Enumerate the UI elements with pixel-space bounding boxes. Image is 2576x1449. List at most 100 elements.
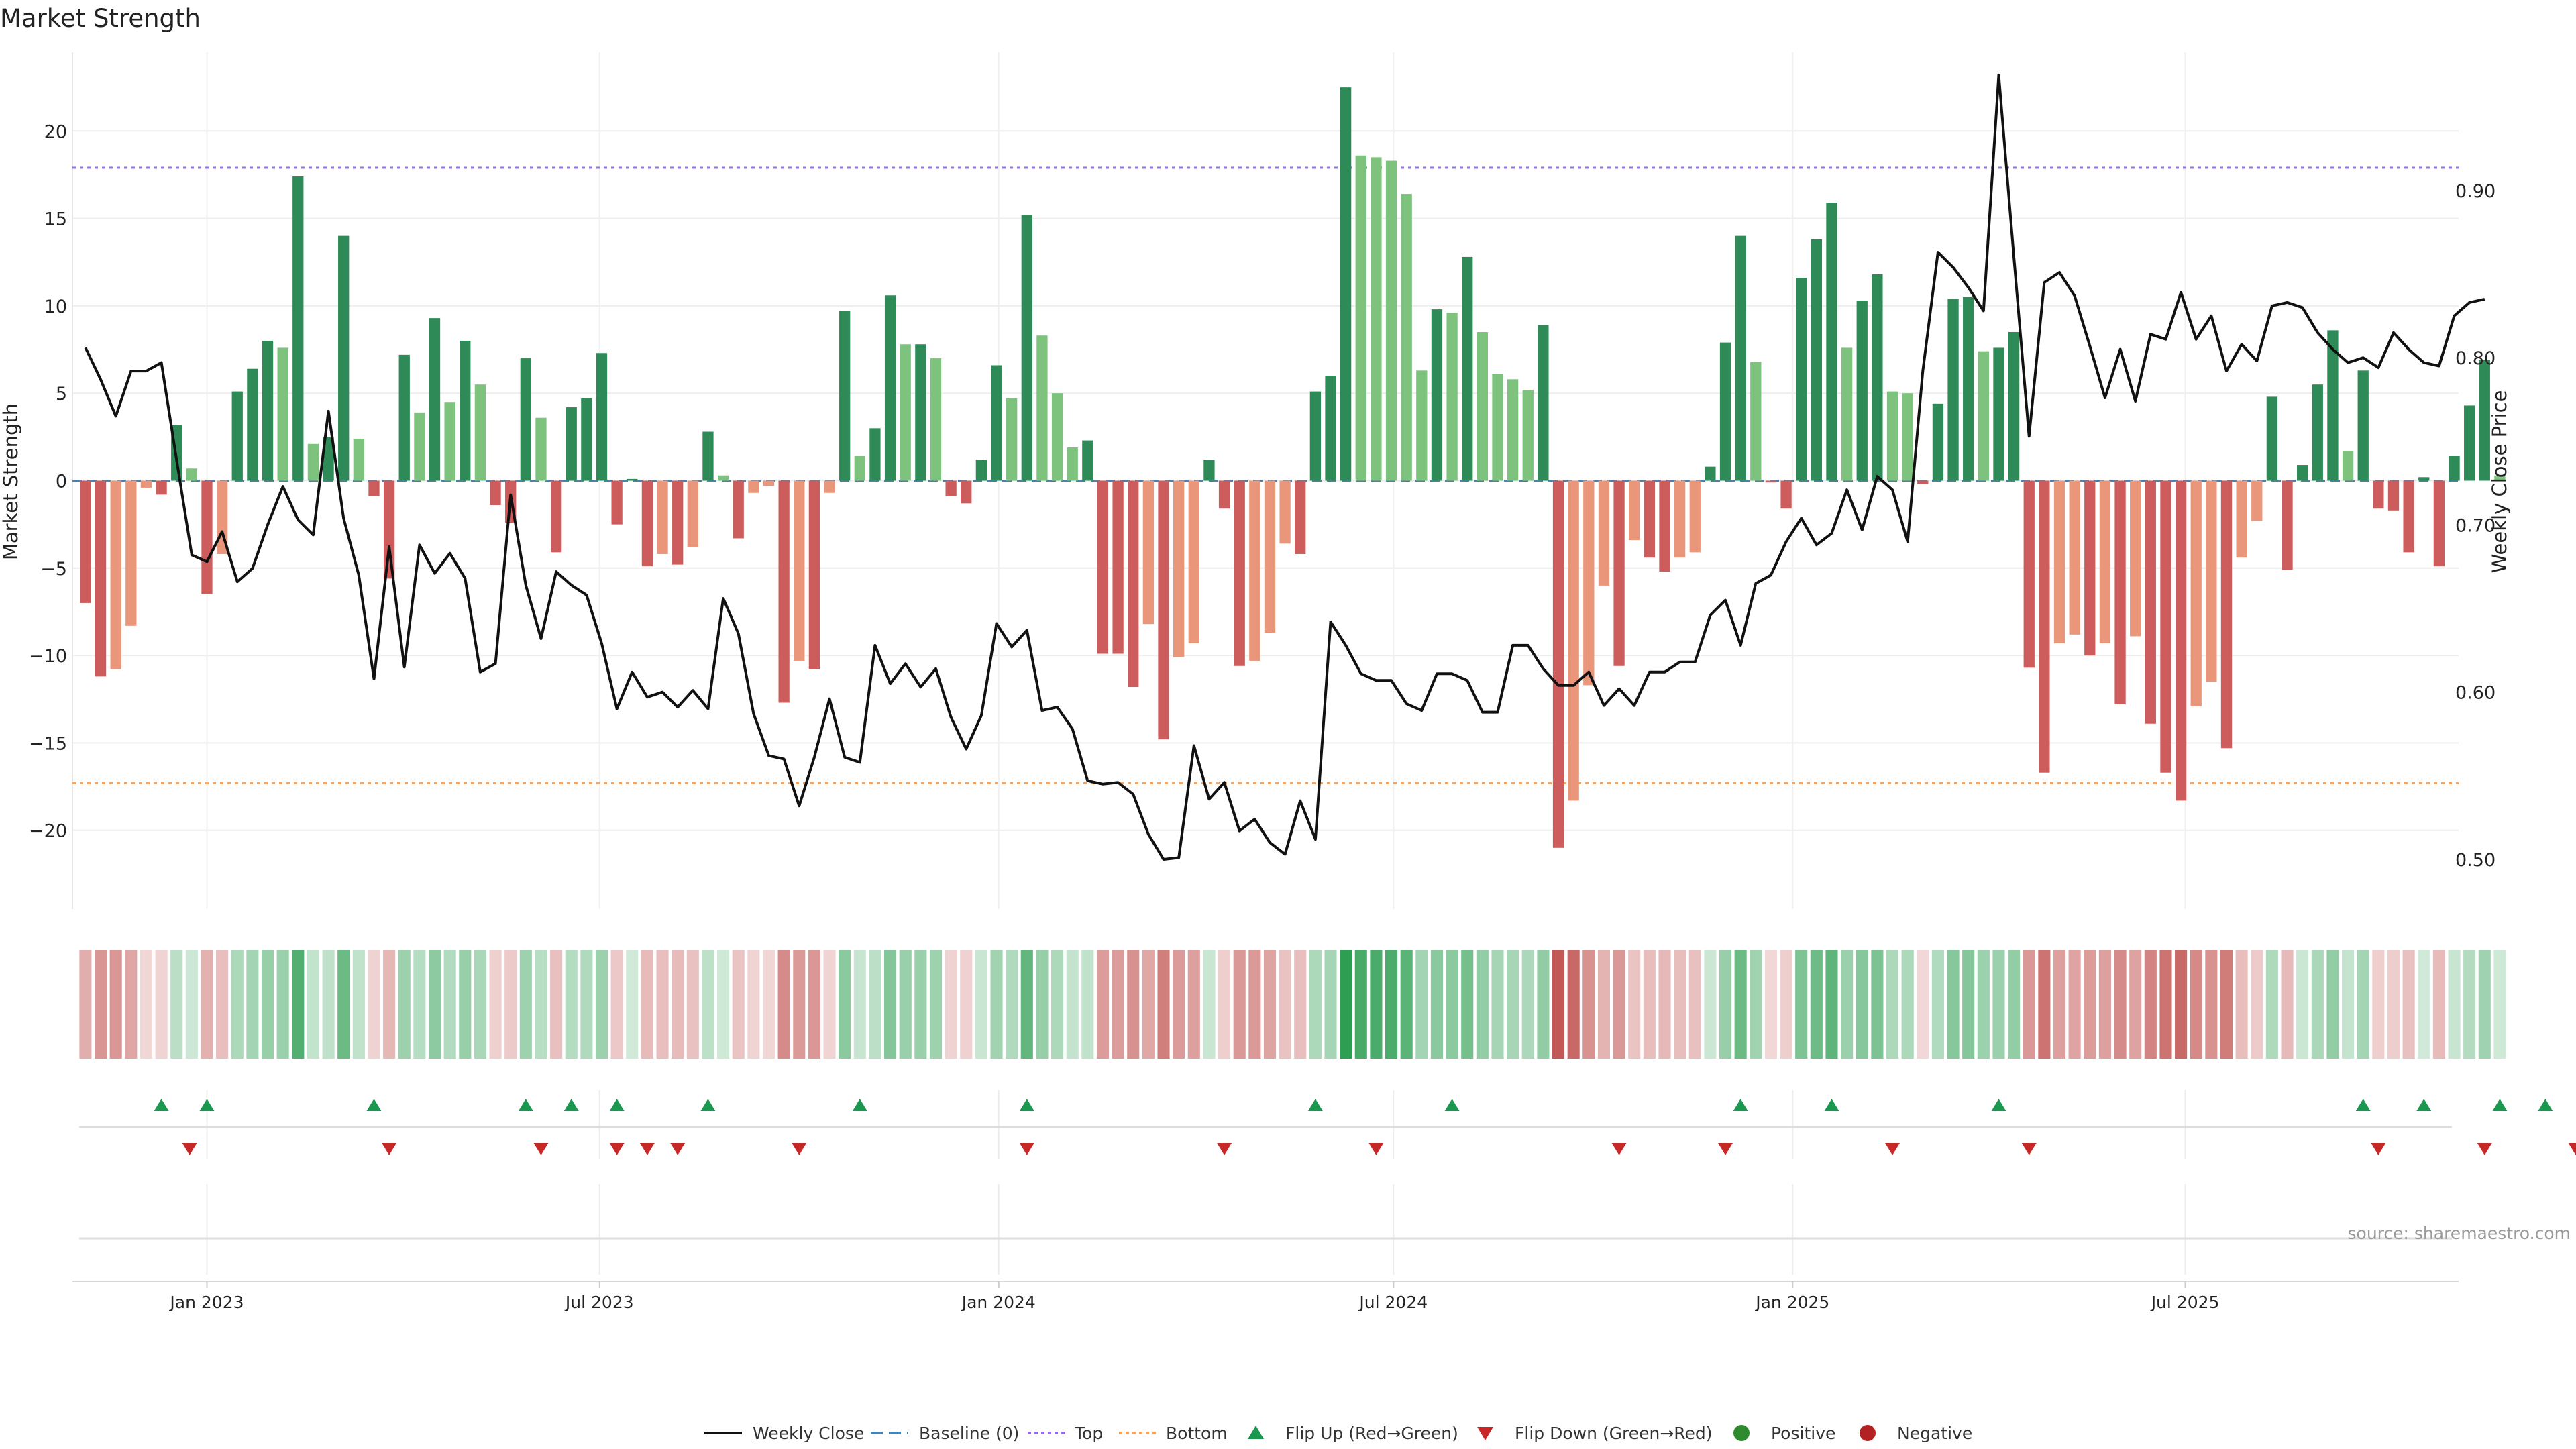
heat-cell xyxy=(2296,950,2309,1059)
strength-bar xyxy=(1279,480,1291,544)
heat-cell xyxy=(140,950,152,1059)
heat-cell xyxy=(839,950,851,1059)
strength-bar xyxy=(1613,480,1625,666)
strength-bar xyxy=(2220,480,2233,749)
strength-bar xyxy=(641,480,653,567)
strength-bar xyxy=(1932,403,1944,481)
heat-cell xyxy=(1309,950,1322,1059)
heat-cell xyxy=(1476,950,1489,1059)
heat-cell xyxy=(1947,950,1960,1059)
heat-cell xyxy=(2463,950,2476,1059)
flip-down-marker xyxy=(1611,1143,1627,1155)
strength-bar xyxy=(1644,480,1656,558)
flip-up-marker xyxy=(2492,1099,2508,1111)
heat-cell xyxy=(1810,950,1823,1059)
flip-up-marker xyxy=(199,1099,215,1111)
heat-cell xyxy=(79,950,92,1059)
heat-cell xyxy=(2448,950,2461,1059)
strength-bar xyxy=(338,235,350,481)
strength-bar xyxy=(1689,480,1701,553)
heat-cell xyxy=(1324,950,1337,1059)
heat-cell xyxy=(1658,950,1671,1059)
heat-cell xyxy=(2159,950,2172,1059)
heat-cell xyxy=(1977,950,1990,1059)
strength-bar xyxy=(1234,480,1245,666)
strength-bar xyxy=(1811,239,1822,481)
heat-cell xyxy=(1521,950,1534,1059)
heat-cell xyxy=(2357,950,2369,1059)
strength-bar xyxy=(1872,274,1883,481)
y-tick-label: 10 xyxy=(44,297,67,317)
heat-cell xyxy=(413,950,426,1059)
heat-cell xyxy=(1430,950,1444,1059)
strength-bar xyxy=(596,353,608,481)
strength-bar xyxy=(1735,235,1746,481)
strength-bar xyxy=(2327,330,2339,481)
strength-bar xyxy=(869,428,881,481)
flip-down-marker xyxy=(2371,1143,2386,1155)
strength-bar xyxy=(2312,384,2323,481)
heat-cell xyxy=(686,950,699,1059)
strength-bar xyxy=(460,341,471,481)
flip-up-marker xyxy=(518,1099,533,1111)
heat-cell xyxy=(307,950,319,1059)
heat-cell xyxy=(2281,950,2294,1059)
y-axis-label: Market Strength xyxy=(0,403,22,560)
strength-bar xyxy=(930,358,942,481)
y2-tick-label: 0.90 xyxy=(2455,181,2496,202)
strength-bar xyxy=(2433,480,2445,567)
heat-cell xyxy=(428,950,441,1059)
strength-bar xyxy=(2266,396,2278,481)
legend-label-flip-down: Flip Down (Green→Red) xyxy=(1515,1424,1713,1443)
heat-cell xyxy=(2190,950,2202,1059)
strength-bar xyxy=(1264,480,1276,633)
x-tick-label: Jan 2023 xyxy=(168,1293,244,1312)
strength-bar xyxy=(1325,376,1336,481)
flip-up-marker xyxy=(564,1099,579,1111)
strength-bar xyxy=(1674,480,1686,558)
heat-cell xyxy=(2311,950,2324,1059)
heat-cell xyxy=(1354,950,1367,1059)
strength-bar xyxy=(1385,160,1397,481)
heat-cell xyxy=(1734,950,1747,1059)
strength-bar xyxy=(1295,480,1306,554)
strength-bar xyxy=(1112,480,1124,654)
strength-bar xyxy=(778,480,790,703)
weekly-close-line xyxy=(84,73,2485,861)
strength-bar xyxy=(581,398,592,481)
heat-cell xyxy=(2342,950,2355,1059)
strength-bar xyxy=(1477,331,1489,481)
strength-bar xyxy=(307,443,319,481)
heat-cell xyxy=(823,950,836,1059)
strength-bar xyxy=(1203,460,1215,481)
heat-cell xyxy=(626,950,639,1059)
strength-bar xyxy=(2069,480,2080,635)
strength-bar xyxy=(2357,370,2369,481)
strength-bar xyxy=(1128,480,1139,688)
strength-bar xyxy=(1462,256,1473,481)
strength-bar xyxy=(1780,480,1792,509)
strength-bar xyxy=(2023,480,2035,668)
heat-cell xyxy=(975,950,987,1059)
heat-cell xyxy=(717,950,730,1059)
heat-cell xyxy=(2205,950,2218,1059)
strength-bar xyxy=(961,480,972,504)
heat-cell xyxy=(216,950,229,1059)
strength-bar xyxy=(156,480,167,495)
heat-cell xyxy=(1841,950,1854,1059)
strength-bar xyxy=(125,480,137,626)
heat-cell xyxy=(641,950,653,1059)
strength-bar xyxy=(353,438,364,481)
y2-tick-label: 0.80 xyxy=(2455,348,2496,369)
strength-bars xyxy=(80,87,2506,848)
heat-cell xyxy=(1066,950,1079,1059)
y-tick-label: 5 xyxy=(56,384,67,405)
strength-bar xyxy=(2190,480,2202,706)
heat-cell xyxy=(1917,950,1929,1059)
heat-cell xyxy=(519,950,532,1059)
strength-bar xyxy=(566,407,577,481)
heat-cell xyxy=(2265,950,2278,1059)
strength-bar xyxy=(733,480,744,539)
strength-bar xyxy=(1218,480,1230,509)
strength-bar xyxy=(1067,447,1078,481)
